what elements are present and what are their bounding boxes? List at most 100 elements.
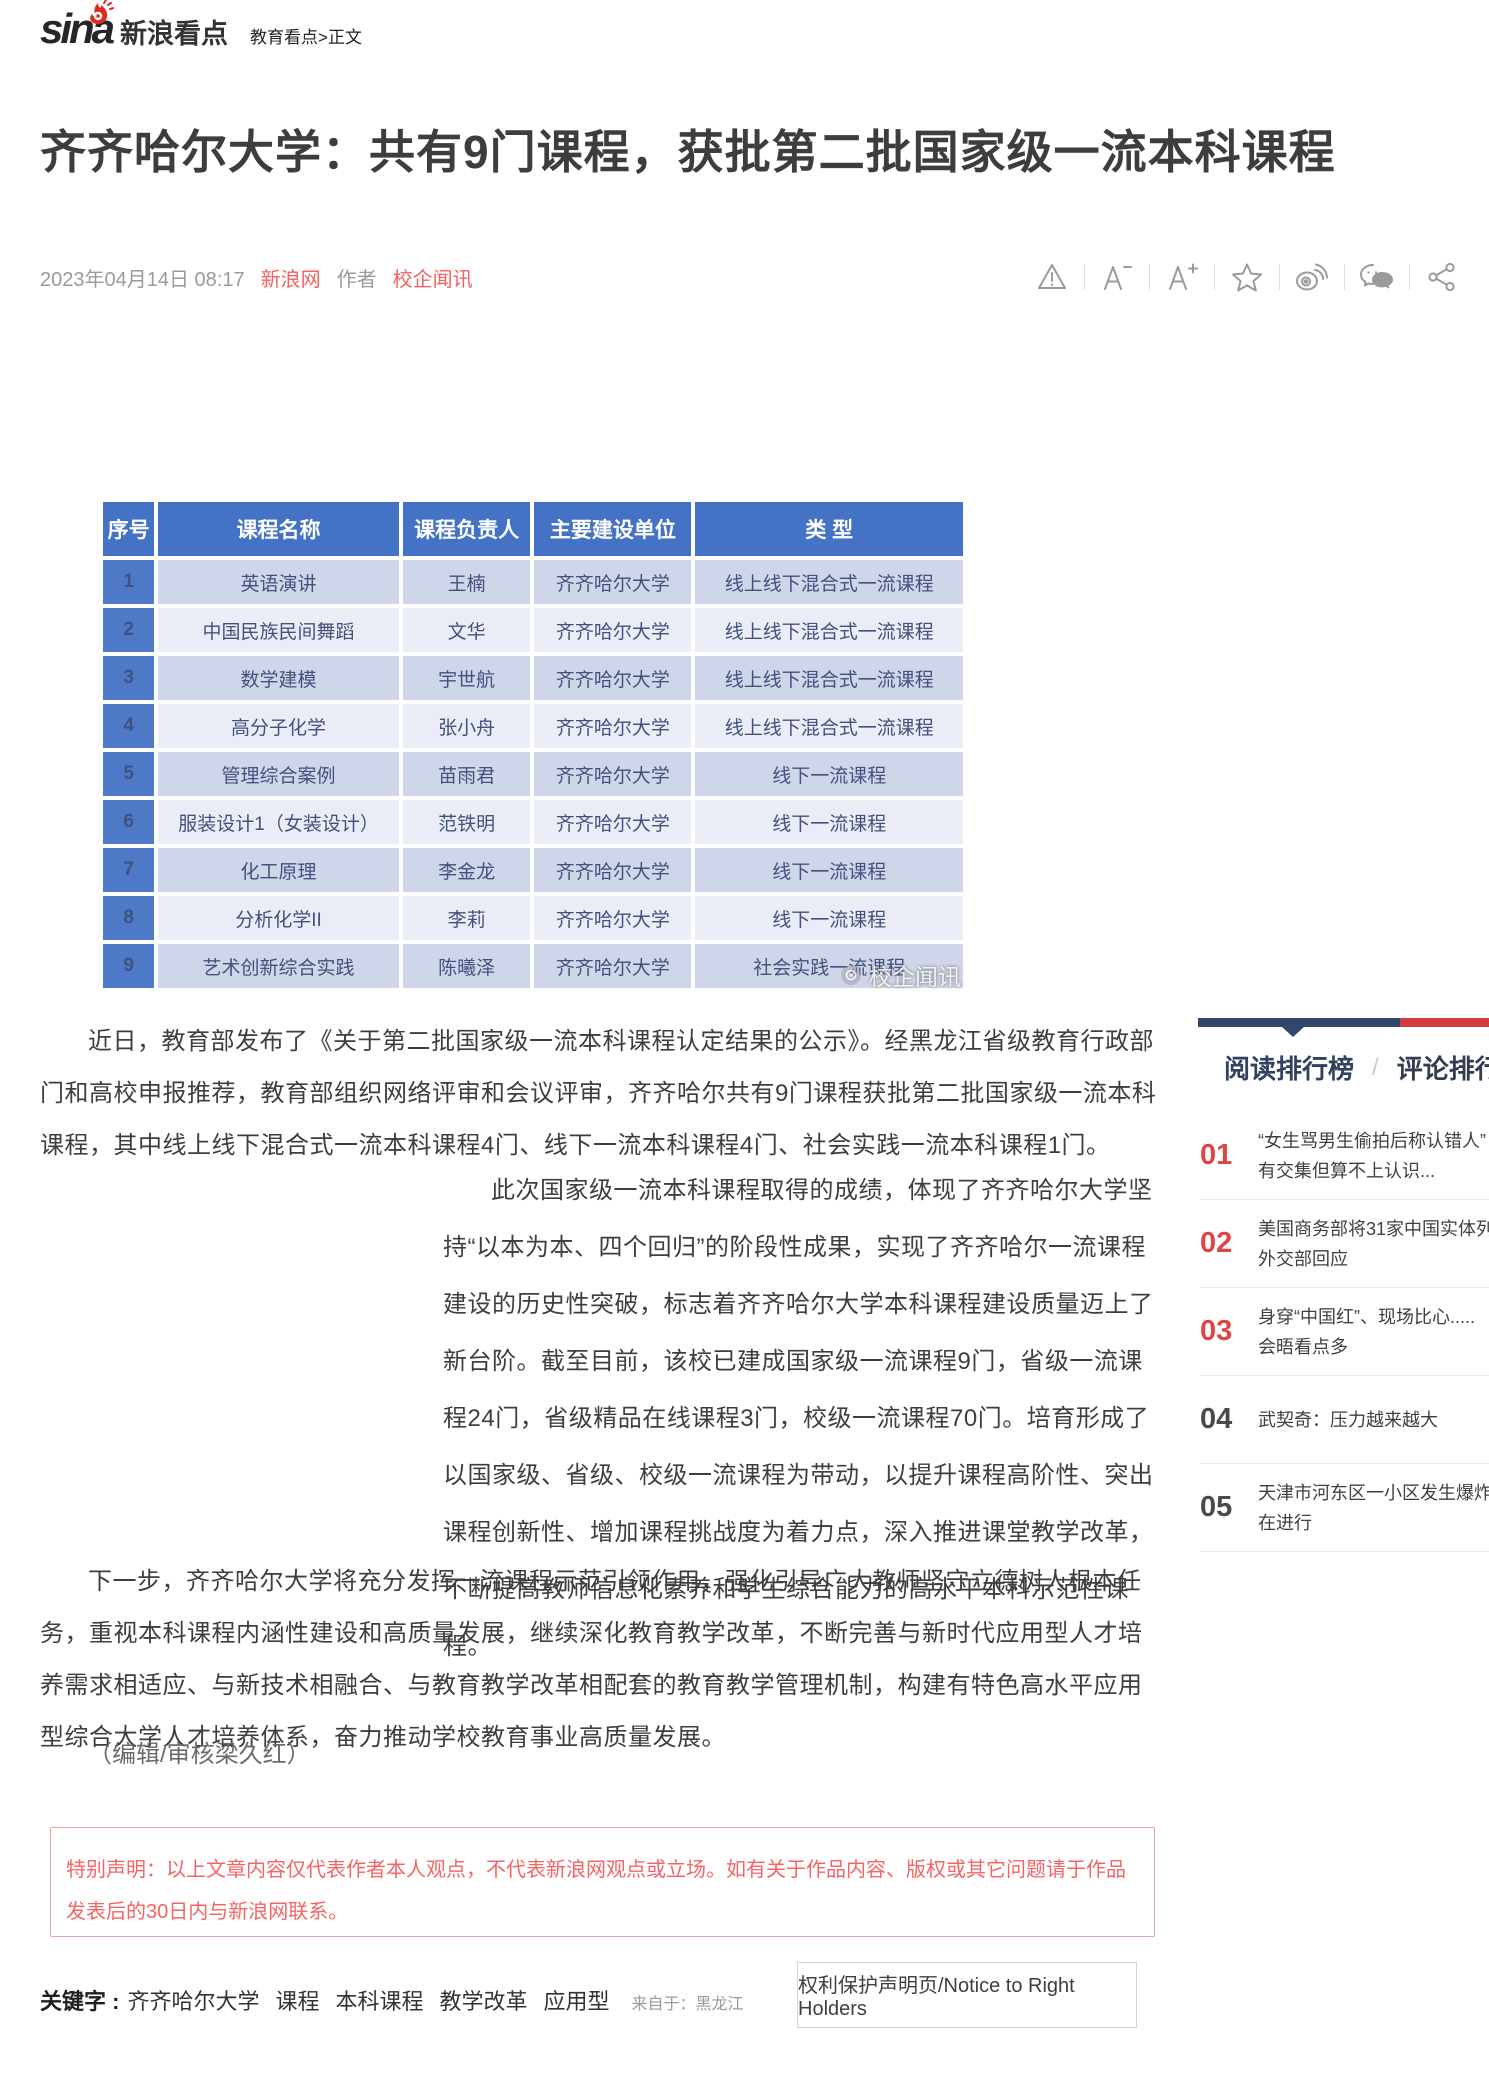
cell-index: 8 — [103, 896, 155, 940]
cell-course: 分析化学II — [158, 896, 399, 940]
cell-person: 范铁明 — [402, 800, 531, 844]
source-link[interactable]: 新浪网 — [260, 268, 321, 291]
list-item[interactable]: 05 天津市河东区一小区发生爆炸, 在进行 — [1200, 1464, 1489, 1552]
rank-title: 武契奇：压力越来越大 — [1258, 1405, 1438, 1435]
active-tab-bar — [1198, 1018, 1400, 1027]
keyword-link[interactable]: 应用型 — [543, 1989, 610, 2014]
keyword-link[interactable]: 教学改革 — [439, 1989, 528, 2014]
table-row: 7 化工原理 李金龙 齐齐哈尔大学 线下一流课程 — [103, 848, 963, 892]
font-decrease-icon[interactable] — [1099, 259, 1135, 295]
cell-type: 线上线下混合式一流课程 — [695, 656, 963, 700]
cell-index: 9 — [103, 944, 155, 988]
col-header: 类 型 — [695, 502, 963, 556]
cell-type: 线下一流课程 — [695, 752, 963, 796]
keyword-link[interactable]: 本科课程 — [335, 1989, 424, 2014]
article-paragraph: 近日，教育部发布了《关于第二批国家级一流本科课程认定结果的公示》。经黑龙江省级教… — [40, 1028, 1157, 1159]
keywords-row: 关键字 : 齐齐哈尔大学 课程 本科课程 教学改革 应用型 来自于：黑龙江 — [40, 1984, 744, 2016]
author-link[interactable]: 校企闻讯 — [392, 268, 473, 291]
ranking-sidebar: 阅读排行榜 / 评论排行榜 01 “女生骂男生偷拍后称认错人” 有交集但算不上认… — [1198, 1018, 1489, 1552]
table-row: 9 艺术创新综合实践 陈曦泽 齐齐哈尔大学 社会实践一流课程 — [103, 944, 963, 988]
cell-course: 数学建模 — [158, 656, 399, 700]
table-header-row: 序号 课程名称 课程负责人 主要建设单位 类 型 — [103, 502, 963, 556]
keyword-link[interactable]: 齐齐哈尔大学 — [127, 1989, 260, 2014]
keyword-link[interactable]: 课程 — [275, 1989, 320, 2014]
toolbar-divider — [1149, 264, 1150, 290]
disclaimer-text: 特别声明：以上文章内容仅代表作者本人观点，不代表新浪网观点或立场。如有关于作品内… — [66, 1859, 1126, 1923]
share-icon[interactable] — [1424, 259, 1460, 295]
rank-title-line: “女生骂男生偷拍后称认错人” — [1258, 1130, 1486, 1151]
cell-type: 社会实践一流课程 — [695, 944, 963, 988]
cell-index: 1 — [103, 560, 155, 604]
cell-course: 化工原理 — [158, 848, 399, 892]
toolbar-divider — [1214, 264, 1215, 290]
col-header: 主要建设单位 — [534, 502, 692, 556]
publish-date: 2023年04月14日 08:17 — [40, 268, 245, 291]
ranking-tabs: 阅读排行榜 / 评论排行榜 — [1224, 1049, 1489, 1086]
ranking-header-bars — [1198, 1018, 1489, 1037]
weibo-icon[interactable] — [1294, 259, 1330, 295]
rank-title-line: 外交部回应 — [1258, 1248, 1348, 1269]
cell-person: 王楠 — [402, 560, 531, 604]
cell-person: 宇世航 — [402, 656, 531, 700]
favorite-star-icon[interactable] — [1229, 259, 1265, 295]
table-row: 3 数学建模 宇世航 齐齐哈尔大学 线上线下混合式一流课程 — [103, 656, 963, 700]
cell-unit: 齐齐哈尔大学 — [534, 704, 692, 748]
active-tab-pointer — [1282, 1027, 1304, 1037]
cell-person: 陈曦泽 — [402, 944, 531, 988]
cell-unit: 齐齐哈尔大学 — [534, 560, 692, 604]
cell-person: 苗雨君 — [402, 752, 531, 796]
rank-title-line: 天津市河东区一小区发生爆炸, — [1258, 1482, 1489, 1503]
list-item[interactable]: 01 “女生骂男生偷拍后称认错人” 有交集但算不上认识... — [1200, 1112, 1489, 1200]
rank-number: 02 — [1200, 1227, 1233, 1259]
table-row: 1 英语演讲 王楠 齐齐哈尔大学 线上线下混合式一流课程 — [103, 560, 963, 604]
col-header: 序号 — [103, 502, 155, 556]
article-toolbar — [1034, 259, 1460, 295]
sina-flame-icon — [90, 0, 114, 24]
rank-title-line: 在进行 — [1258, 1512, 1312, 1533]
cell-index: 5 — [103, 752, 155, 796]
tab-separator: / — [1372, 1053, 1379, 1081]
sina-logo[interactable]: sina 新浪看点 — [40, 0, 228, 50]
table-row: 6 服装设计1（女装设计） 范铁明 齐齐哈尔大学 线下一流课程 — [103, 800, 963, 844]
cell-course: 高分子化学 — [158, 704, 399, 748]
list-item[interactable]: 03 身穿“中国红”、现场比心..... 会晤看点多 — [1200, 1288, 1489, 1376]
keywords-label: 关键字 : — [40, 1989, 120, 2014]
cell-unit: 齐齐哈尔大学 — [534, 656, 692, 700]
cell-unit: 齐齐哈尔大学 — [534, 800, 692, 844]
rank-title: 美国商务部将31家中国实体列 外交部回应 — [1258, 1214, 1489, 1274]
rank-title-line: 会晤看点多 — [1258, 1336, 1348, 1357]
page-title: 齐齐哈尔大学：共有9门课程，获批第二批国家级一流本科课程 — [40, 126, 1336, 178]
rights-button[interactable]: 权利保护声明页/Notice to Right Holders — [797, 1962, 1137, 2028]
cell-index: 2 — [103, 608, 155, 652]
table-row: 4 高分子化学 张小舟 齐齐哈尔大学 线上线下混合式一流课程 — [103, 704, 963, 748]
report-icon[interactable] — [1034, 259, 1070, 295]
wechat-icon[interactable] — [1359, 259, 1395, 295]
cell-person: 张小舟 — [402, 704, 531, 748]
rank-number: 03 — [1200, 1315, 1233, 1347]
cell-index: 6 — [103, 800, 155, 844]
cell-unit: 齐齐哈尔大学 — [534, 848, 692, 892]
col-header: 课程名称 — [158, 502, 399, 556]
cell-person: 李金龙 — [402, 848, 531, 892]
rank-number: 01 — [1200, 1139, 1233, 1171]
site-header: sina 新浪看点 教育看点>正文 — [40, 0, 362, 50]
list-item[interactable]: 02 美国商务部将31家中国实体列 外交部回应 — [1200, 1200, 1489, 1288]
cell-type: 线下一流课程 — [695, 800, 963, 844]
cell-course: 服装设计1（女装设计） — [158, 800, 399, 844]
col-header: 课程负责人 — [402, 502, 531, 556]
tab-comment-ranking[interactable]: 评论排行榜 — [1396, 1054, 1489, 1084]
cell-course: 艺术创新综合实践 — [158, 944, 399, 988]
tab-read-ranking[interactable]: 阅读排行榜 — [1224, 1054, 1355, 1084]
cell-unit: 齐齐哈尔大学 — [534, 896, 692, 940]
disclaimer-box: 特别声明：以上文章内容仅代表作者本人观点，不代表新浪网观点或立场。如有关于作品内… — [50, 1827, 1155, 1937]
font-increase-icon[interactable] — [1164, 259, 1200, 295]
cell-course: 管理综合案例 — [158, 752, 399, 796]
inactive-tab-bar — [1400, 1018, 1489, 1027]
cell-unit: 齐齐哈尔大学 — [534, 752, 692, 796]
list-item[interactable]: 04 武契奇：压力越来越大 — [1200, 1376, 1489, 1464]
breadcrumb[interactable]: 教育看点>正文 — [250, 28, 362, 48]
toolbar-divider — [1409, 264, 1410, 290]
table-row: 8 分析化学II 李莉 齐齐哈尔大学 线下一流课程 — [103, 896, 963, 940]
cell-course: 中国民族民间舞蹈 — [158, 608, 399, 652]
cell-type: 线上线下混合式一流课程 — [695, 560, 963, 604]
